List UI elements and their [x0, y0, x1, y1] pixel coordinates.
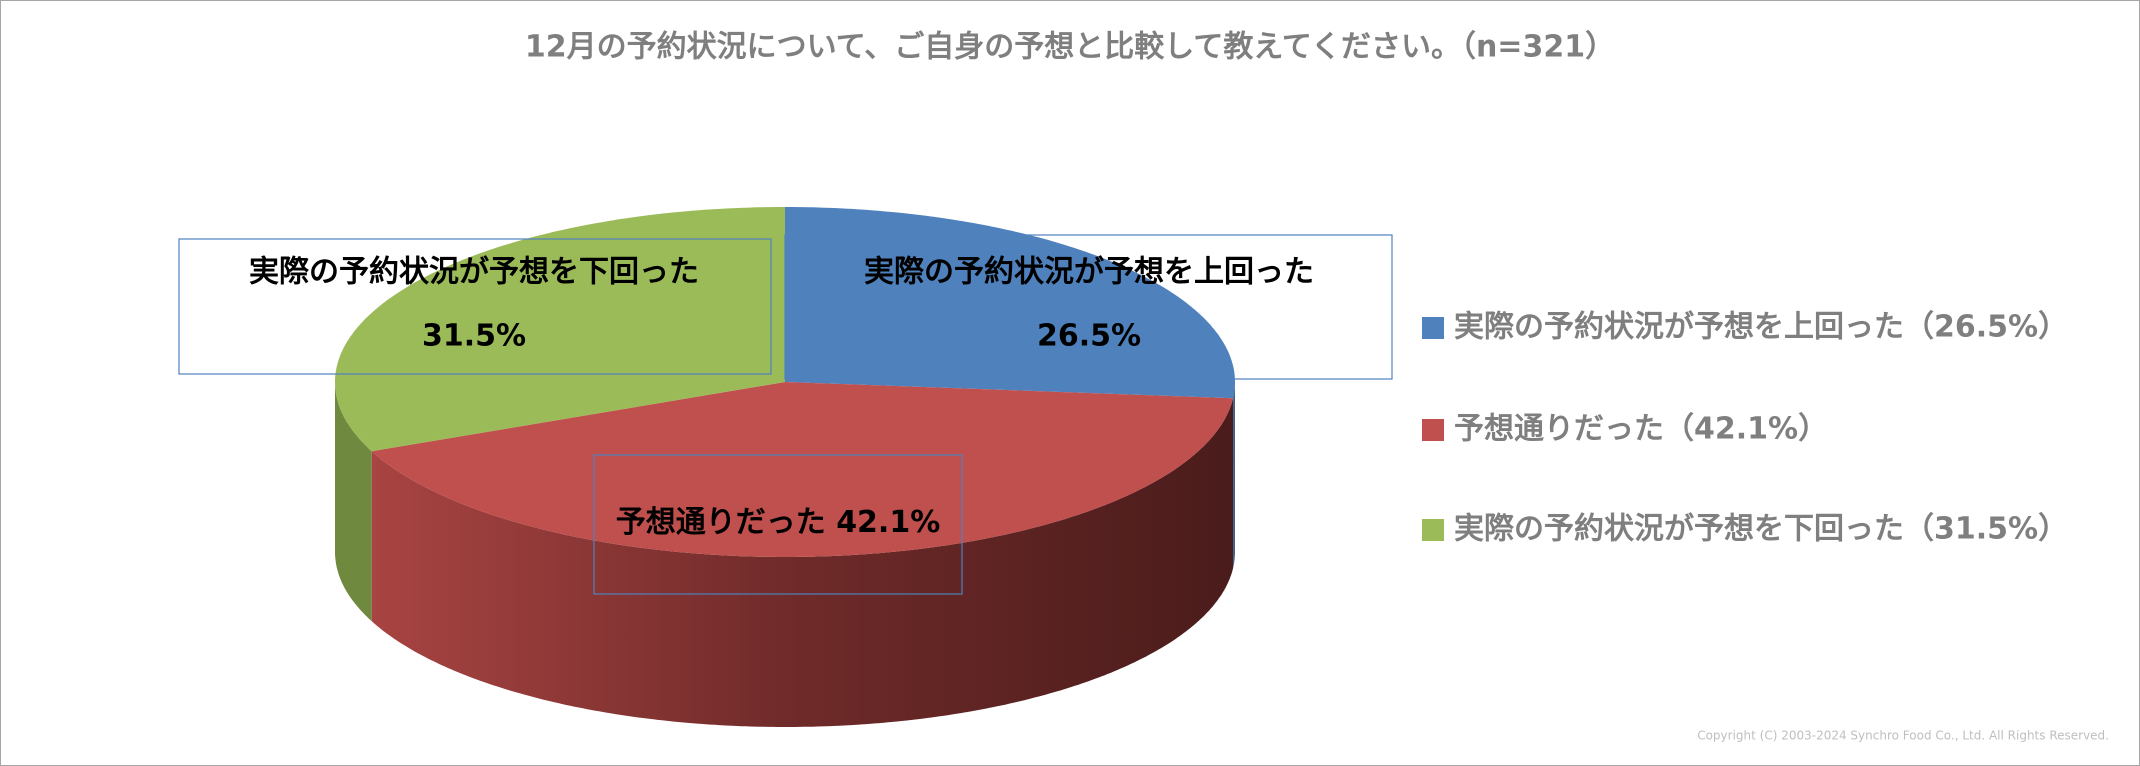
pie-slice	[371, 382, 1234, 557]
chart-title: 12月の予約状況について、ご自身の予想と比較して教えてください。（n=321）	[525, 30, 1615, 65]
legend-label: 実際の予約状況が予想を上回った（26.5%）	[1454, 310, 2068, 345]
data-label-value: 26.5%	[1037, 319, 1141, 354]
legend-swatch	[1422, 419, 1444, 441]
legend-swatch	[1422, 519, 1444, 541]
data-label-value: 42.1%	[836, 505, 940, 540]
data-label-category: 実際の予約状況が予想を下回った	[249, 255, 699, 290]
label-box	[784, 234, 1393, 380]
pie-side	[371, 398, 1234, 727]
legend-label: 実際の予約状況が予想を下回った（31.5%）	[1454, 512, 2068, 547]
data-label-category: 実際の予約状況が予想を上回った	[864, 255, 1314, 290]
pie-side	[1233, 382, 1235, 569]
data-label: 予想通りだった 42.1%	[616, 505, 941, 540]
data-label-value: 31.5%	[422, 319, 526, 354]
label-box	[178, 238, 772, 375]
pie-slice	[335, 207, 785, 452]
pie-side	[335, 382, 372, 622]
copyright: Copyright (C) 2003-2024 Synchro Food Co.…	[1697, 729, 2109, 743]
pie-slice	[785, 207, 1235, 399]
label-box	[593, 454, 963, 595]
legend-swatch	[1422, 317, 1444, 339]
legend-label: 予想通りだった（42.1%）	[1454, 412, 1828, 447]
data-label-category: 予想通りだった	[616, 505, 826, 540]
